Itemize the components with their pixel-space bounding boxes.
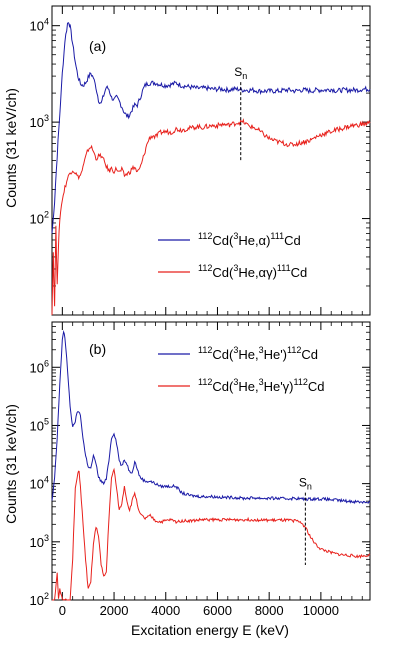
series-line-blue bbox=[51, 21, 371, 234]
legend-entry: 112Cd(3He,3He')112Cd bbox=[198, 345, 318, 362]
y-axis-title-a: Counts (31 keV/ch) bbox=[3, 88, 19, 208]
x-tick-label: 0 bbox=[59, 603, 66, 618]
legend-entry: 112Cd(3He,α)111Cd bbox=[198, 231, 301, 248]
legend-entry: 112Cd(3He,3He'γ)112Cd bbox=[198, 377, 325, 394]
panel-b: 102 103 104 105 106 0 2000 4000 6000 8000 10000 112… bbox=[30, 321, 371, 618]
x-tick-label: 10000 bbox=[303, 603, 339, 618]
plot-frame bbox=[51, 321, 371, 601]
y-tick-label: 103 bbox=[30, 113, 49, 130]
y-tick-label: 102 bbox=[30, 210, 49, 227]
x-tick-label: 4000 bbox=[151, 603, 180, 618]
panel-label: (b) bbox=[89, 341, 106, 357]
y-axis-title-b: Counts (31 keV/ch) bbox=[3, 404, 19, 524]
y-tick-label: 104 bbox=[30, 17, 49, 34]
series-line-red bbox=[51, 118, 371, 316]
legend-entry: 112Cd(3He,αγ)111Cd bbox=[198, 263, 307, 280]
y-tick-label: 103 bbox=[30, 533, 49, 550]
panel-a: 102 103 104 112Cd(3He,α)111Cd 112Cd(3He,αγ)1… bbox=[30, 5, 371, 316]
y-tick-label: 104 bbox=[30, 475, 49, 492]
y-axis-label-a: Counts (31 keV/ch) bbox=[3, 88, 19, 208]
x-tick-label: 6000 bbox=[203, 603, 232, 618]
x-tick-label: 8000 bbox=[255, 603, 284, 618]
sn-threshold-label: Sn bbox=[234, 65, 247, 81]
sn-threshold-label: Sn bbox=[299, 476, 312, 492]
x-axis-label: Excitation energy E (keV) bbox=[131, 622, 289, 638]
panel-label: (a) bbox=[89, 38, 106, 54]
series-line-red bbox=[52, 467, 371, 601]
y-tick-label: 105 bbox=[30, 416, 49, 433]
y-tick-label: 102 bbox=[30, 591, 49, 608]
x-tick-label: 2000 bbox=[100, 603, 129, 618]
y-tick-label: 106 bbox=[30, 358, 49, 375]
series-line-blue bbox=[51, 329, 371, 505]
y-axis-label-b: Counts (31 keV/ch) bbox=[3, 404, 19, 524]
